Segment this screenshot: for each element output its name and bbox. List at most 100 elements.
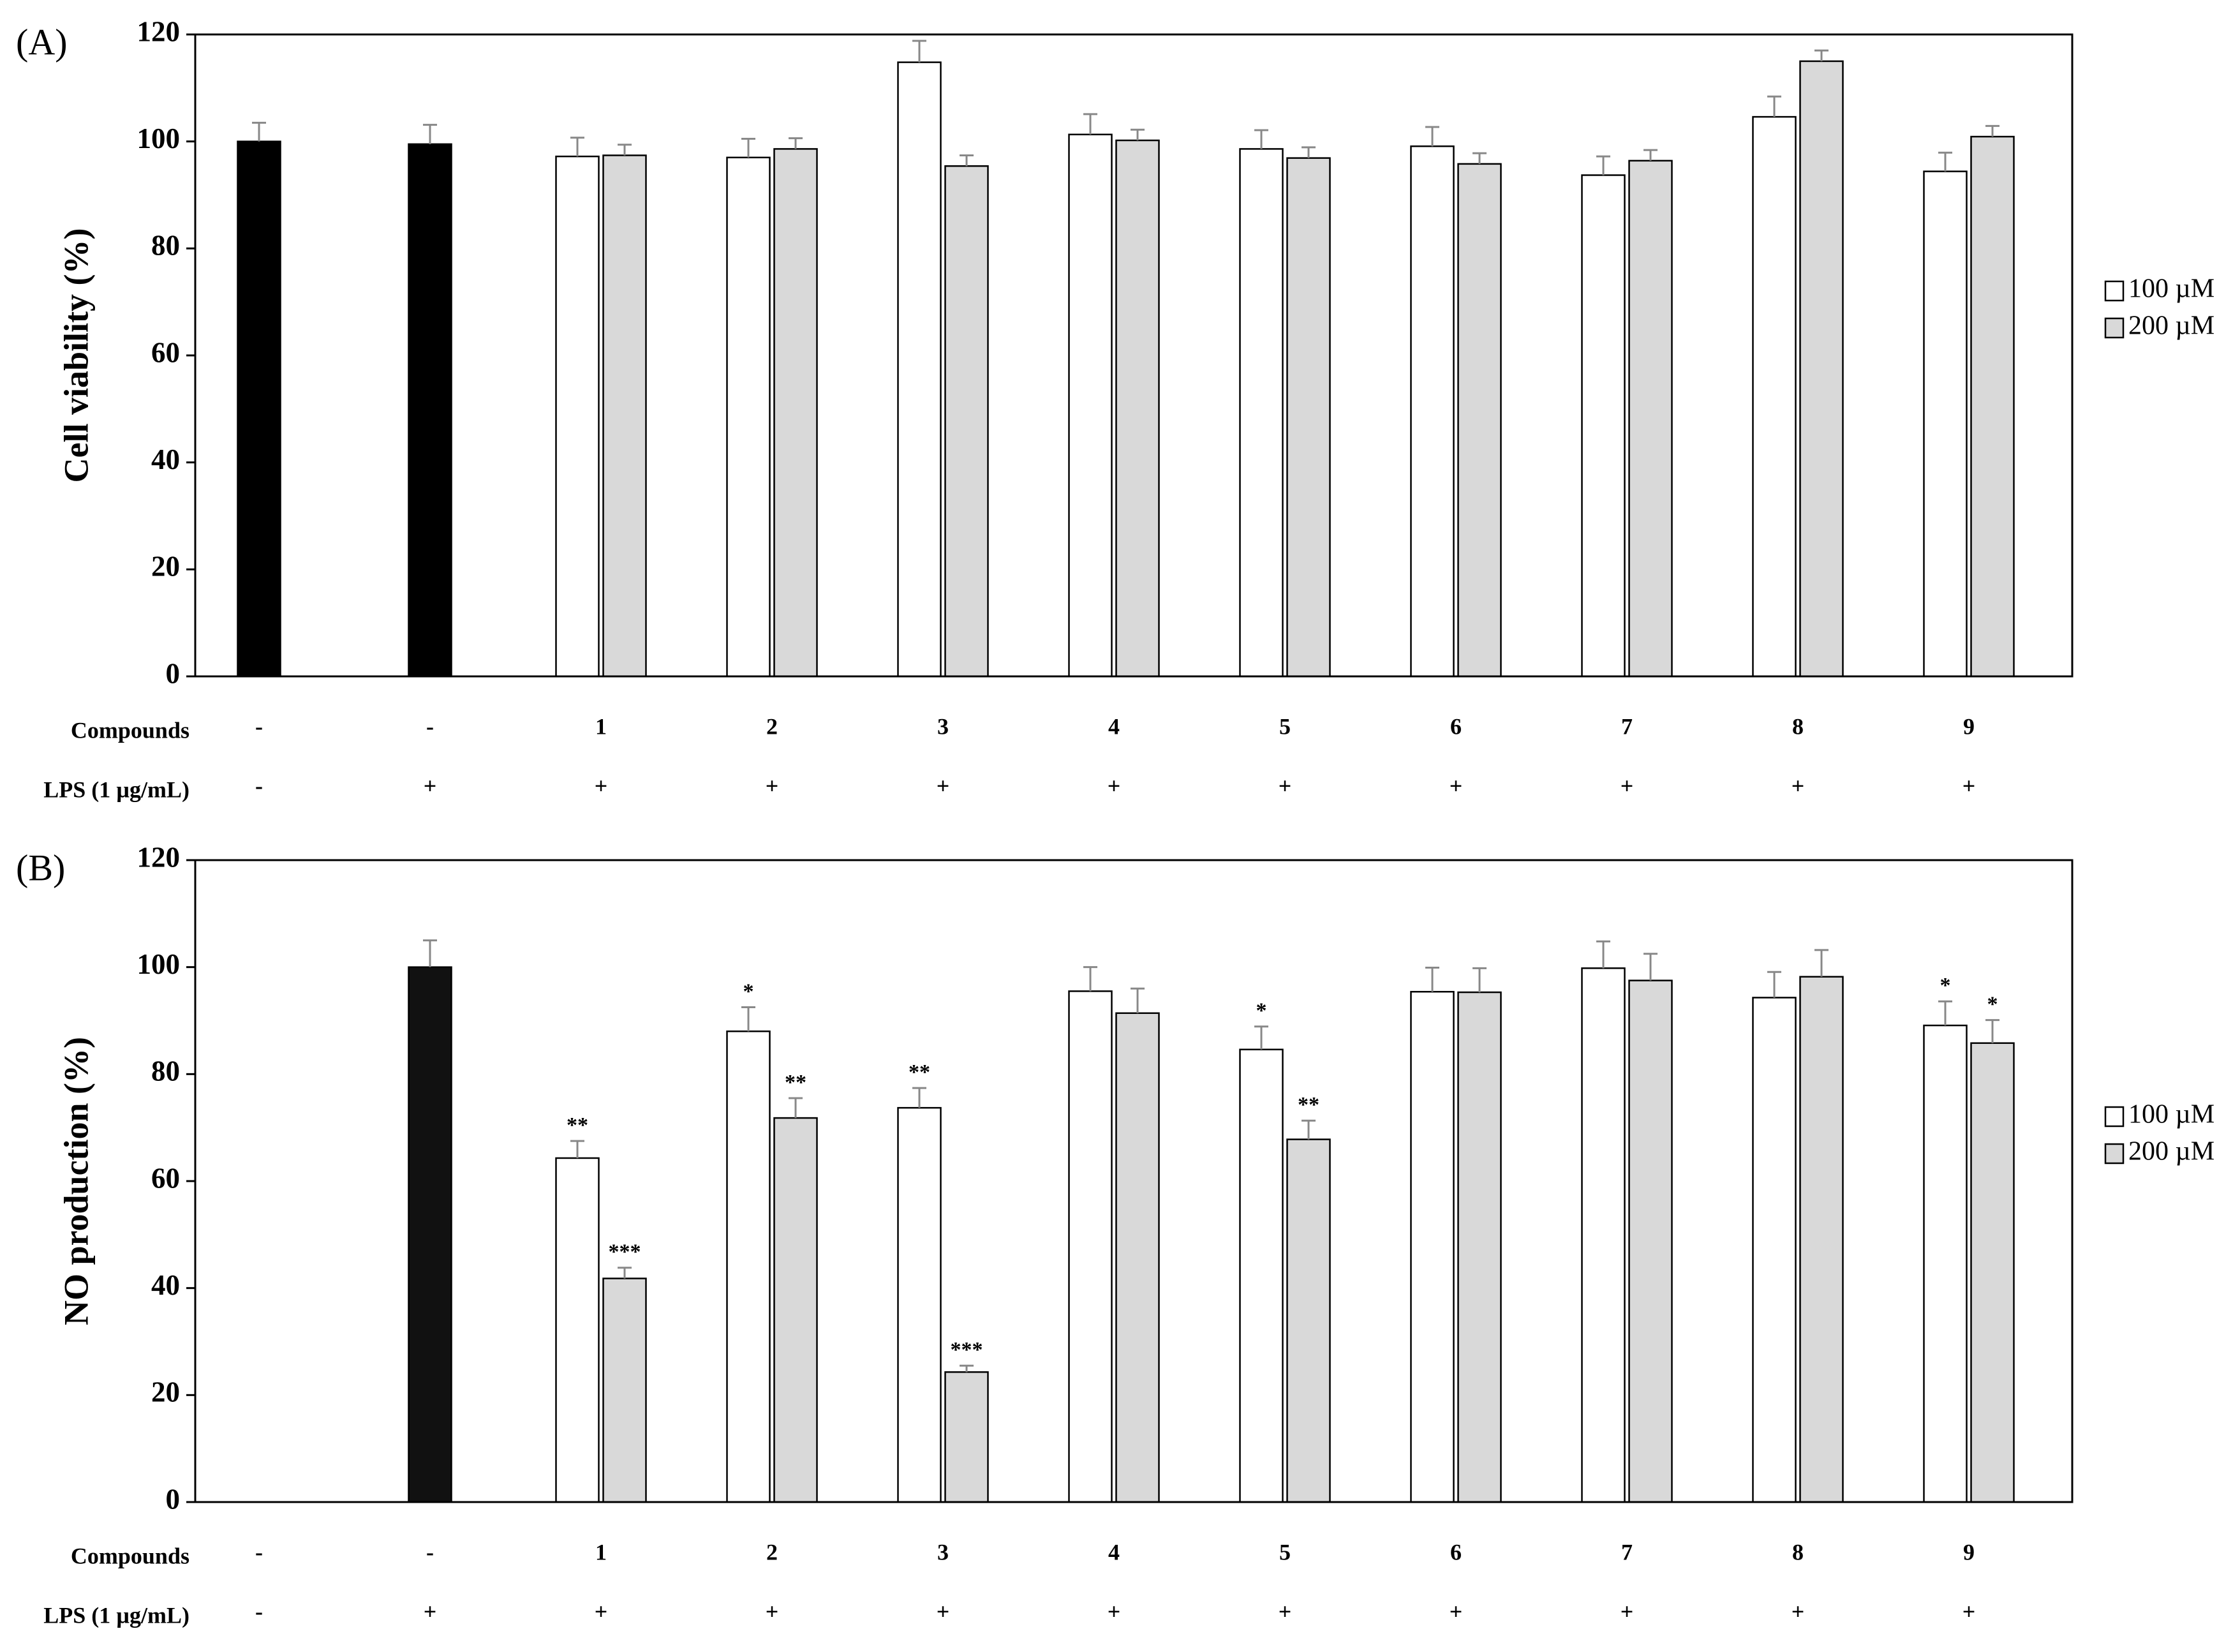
x-tick-label: + [1450,1598,1463,1624]
legend-label: 200 µM [2128,311,2214,341]
x-tick-label: + [1450,773,1463,798]
error-bar [1767,971,1781,998]
error-bar [618,1267,632,1279]
bar [1752,115,1797,678]
x-tick-label: 8 [1792,1539,1804,1565]
error-bar [570,137,584,157]
x-tick-label: 5 [1279,713,1291,739]
bar [1457,163,1502,678]
bar [944,165,989,678]
error-bar [1938,1000,1952,1026]
bar [1628,979,1673,1503]
error-bar [1425,126,1439,147]
y-tick-label: 20 [151,551,180,583]
significance: ** [1298,1093,1319,1117]
bar [897,1106,942,1503]
error-bar [960,1364,974,1373]
bar [1581,174,1626,678]
row-label: LPS (1 µg/mL) [43,777,189,802]
x-tick-label: 4 [1108,713,1120,739]
y-tick-label: 100 [137,123,181,154]
significance: ** [785,1071,806,1094]
error-bar [423,939,437,967]
x-tick-label: 3 [937,713,949,739]
error-bar [1473,152,1487,164]
bar [237,140,281,678]
y-axis-label: NO production (%) [57,1037,95,1325]
plot-frame [194,859,2074,1503]
legend-label: 100 µM [2128,274,2214,304]
bar [555,155,600,678]
x-tick-label: + [766,773,779,798]
error-bar [1938,151,1952,172]
x-tick-label: + [1962,773,1976,798]
x-tick-label: 1 [595,1539,607,1565]
x-tick-label: 2 [766,713,778,739]
panel-label: (A) [16,21,68,63]
x-tick-label: - [426,1539,434,1565]
x-tick-label: 4 [1108,1539,1120,1565]
x-tick-label: 9 [1963,713,1975,739]
bar [773,148,818,678]
x-tick-label: - [255,1539,263,1565]
x-tick-label: + [1962,1598,1976,1624]
x-tick-label: - [255,713,263,739]
y-tick-label: 80 [151,230,180,262]
x-tick-label: - [426,713,434,739]
x-tick-label: 1 [595,713,607,739]
legend-swatch [2104,280,2125,302]
error-bar [789,1097,803,1119]
legend-swatch [2104,1106,2125,1127]
error-bar [252,121,266,142]
error-bar [1596,155,1610,175]
error-bar [1131,987,1145,1013]
significance: ** [567,1113,588,1137]
bar [1581,967,1626,1503]
error-bar [1814,49,1829,61]
bar [1923,170,1968,678]
error-bar [570,1140,584,1158]
x-tick-label: + [766,1598,779,1624]
x-tick-label: + [1108,1598,1121,1624]
significance: *** [609,1240,641,1264]
error-bar [1643,149,1658,161]
bar [773,1117,818,1503]
y-tick-label: 120 [137,841,181,873]
error-bar [1814,949,1829,977]
row-label: Compounds [71,717,189,743]
x-tick-label: 9 [1963,1539,1975,1565]
error-bar [1302,146,1316,158]
x-tick-label: 6 [1450,713,1462,739]
bar [1410,990,1455,1503]
x-tick-label: 3 [937,1539,949,1565]
bar [1752,997,1797,1503]
row-label: LPS (1 µg/mL) [43,1602,189,1628]
bar [1970,135,2015,678]
error-bar [1254,129,1268,149]
legend-swatch [2104,317,2125,339]
bar [1068,133,1113,678]
legend-label: 200 µM [2128,1137,2214,1166]
row-label: Compounds [71,1543,189,1568]
error-bar [741,137,755,158]
x-tick-label: + [1792,1598,1805,1624]
error-bar [1131,128,1145,140]
x-tick-label: + [1279,1598,1292,1624]
y-tick-label: 60 [151,1162,180,1194]
panel-label: (B) [16,847,65,888]
bar [1239,1048,1284,1503]
bar [1970,1042,2015,1503]
x-tick-label: 2 [766,1539,778,1565]
error-bar [1083,113,1097,135]
x-tick-label: - [255,1598,263,1624]
error-bar [1643,953,1658,981]
error-bar [1473,967,1487,993]
x-tick-label: + [424,773,437,798]
bar [1115,1012,1160,1503]
bar [408,143,452,678]
significance: * [1987,992,1998,1016]
error-bar [1302,1119,1316,1140]
y-tick-label: 120 [137,15,181,47]
x-tick-label: + [1279,773,1292,798]
bar [602,1277,647,1503]
